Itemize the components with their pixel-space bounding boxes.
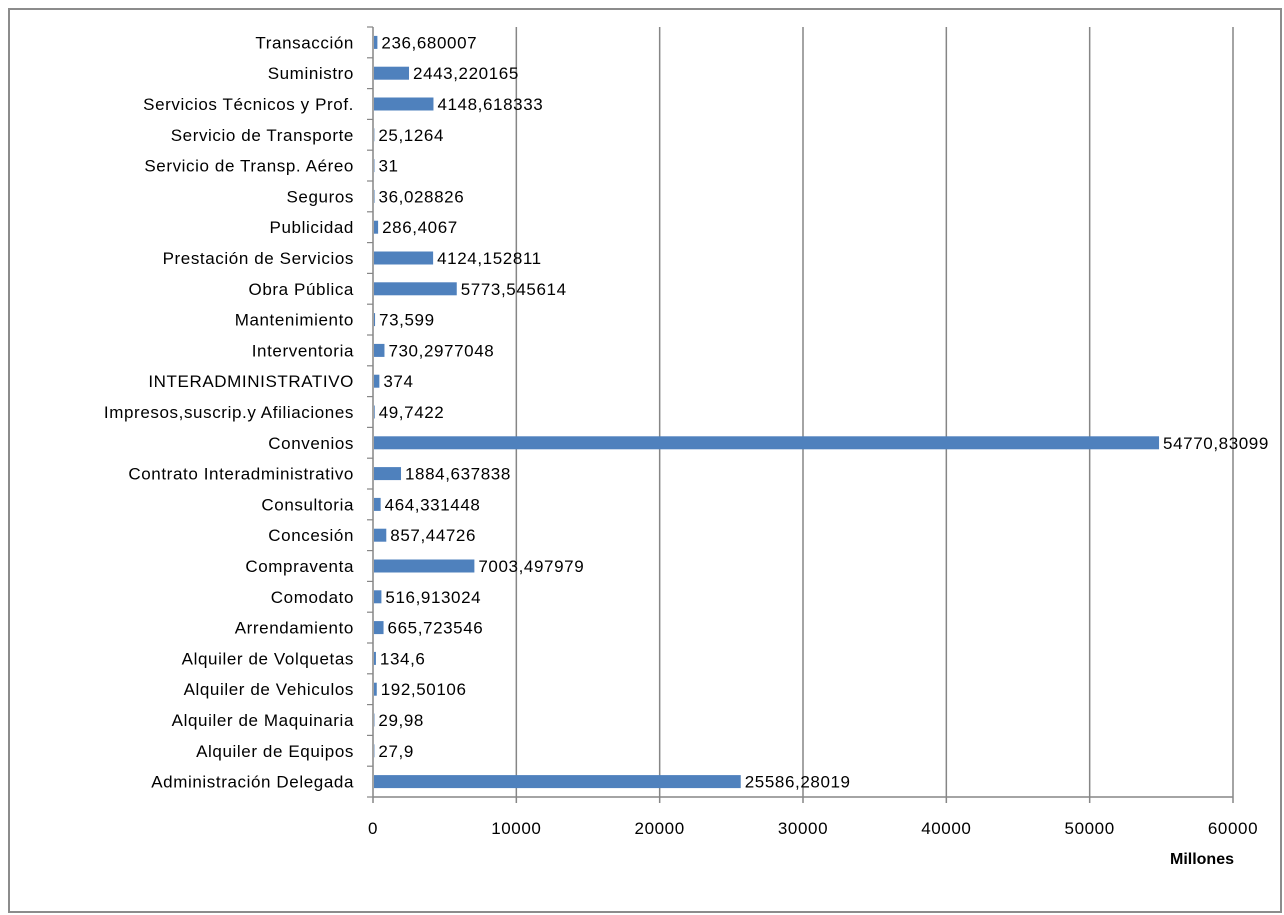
chart-frame — [8, 8, 1282, 913]
bar — [374, 775, 741, 789]
category-label: Alquiler de Maquinaria — [172, 711, 354, 730]
x-tick-label: 60000 — [1208, 819, 1258, 838]
data-label: 1884,637838 — [405, 465, 511, 484]
x-tick-label: 40000 — [921, 819, 971, 838]
category-labels: Transacción Suministro Servicios Técnicos … — [104, 33, 354, 792]
x-tick-label: 20000 — [635, 819, 685, 838]
data-label: 516,913024 — [385, 588, 481, 607]
data-label: 25,1264 — [378, 126, 444, 145]
category-label: Servicio de Transp. Aéreo — [144, 157, 354, 176]
data-label: 27,9 — [378, 742, 414, 761]
category-label: Suministro — [268, 64, 354, 83]
data-labels: 236,680007 2443,220165 4148,618333 25,1264 3… — [378, 33, 1269, 792]
data-label: 464,331448 — [385, 495, 481, 514]
data-label: 134,6 — [380, 649, 426, 668]
category-label: Servicios Técnicos y Prof. — [143, 95, 354, 114]
bar — [374, 436, 1160, 450]
bar — [374, 313, 376, 327]
bar — [374, 528, 387, 542]
bar — [374, 467, 402, 481]
bar — [374, 35, 378, 49]
bar — [374, 251, 434, 265]
data-label: 665,723546 — [388, 619, 484, 638]
data-label: 730,2977048 — [388, 341, 494, 360]
data-label: 236,680007 — [381, 33, 477, 52]
x-tick-label: 10000 — [491, 819, 541, 838]
bar — [374, 651, 376, 665]
bar — [374, 189, 375, 203]
x-tick-labels: 0 10000 20000 30000 40000 50000 60000 — [368, 819, 1258, 838]
category-label: Obra Pública — [249, 280, 354, 299]
bar — [374, 405, 375, 419]
data-label: 49,7422 — [379, 403, 445, 422]
category-label: Servicio de Transporte — [171, 126, 354, 145]
x-tick-label: 30000 — [778, 819, 828, 838]
category-label: Seguros — [286, 187, 354, 206]
gridlines — [515, 27, 1234, 797]
x-tick-label: 50000 — [1065, 819, 1115, 838]
bar — [374, 66, 410, 80]
category-label: Publicidad — [270, 218, 354, 237]
data-label: 36,028826 — [379, 187, 465, 206]
category-label: Comodato — [271, 588, 354, 607]
data-label: 4124,152811 — [437, 249, 542, 268]
data-label: 857,44726 — [390, 526, 476, 545]
bar — [374, 682, 377, 696]
data-label: 54770,83099 — [1163, 434, 1269, 453]
category-label: Prestación de Servicios — [163, 249, 354, 268]
category-label: Mantenimiento — [235, 311, 354, 330]
bars — [374, 35, 1160, 789]
data-label: 29,98 — [378, 711, 424, 730]
data-label: 25586,28019 — [745, 773, 851, 792]
category-label: Alquiler de Volquetas — [182, 649, 354, 668]
data-label: 73,599 — [379, 311, 435, 330]
category-label: Contrato Interadministrativo — [128, 465, 354, 484]
bar — [374, 621, 384, 635]
bar — [374, 343, 385, 357]
bar — [374, 497, 381, 511]
bar — [374, 97, 434, 111]
category-label: Alquiler de Vehiculos — [184, 680, 354, 699]
bar — [374, 559, 475, 573]
data-label: 7003,497979 — [478, 557, 584, 576]
category-label: INTERADMINISTRATIVO — [148, 372, 354, 391]
bar — [374, 282, 457, 296]
category-label: Administración Delegada — [151, 773, 354, 792]
axes — [367, 26, 1234, 803]
bar — [374, 374, 380, 388]
bar — [374, 220, 379, 234]
data-label: 192,50106 — [381, 680, 467, 699]
data-label: 5773,545614 — [461, 280, 567, 299]
category-label: Arrendamiento — [235, 619, 354, 638]
category-label: Convenios — [268, 434, 354, 453]
category-label: Impresos,suscrip.y Afiliaciones — [104, 403, 354, 422]
data-label: 2443,220165 — [413, 64, 519, 83]
x-axis-title: Millones — [1170, 851, 1234, 868]
x-tick-label: 0 — [368, 819, 378, 838]
category-label: Transacción — [255, 33, 354, 52]
category-label: Interventoria — [252, 341, 354, 360]
category-label: Alquiler de Equipos — [196, 742, 354, 761]
data-label: 31 — [378, 157, 398, 176]
data-label: 286,4067 — [382, 218, 458, 237]
category-label: Concesión — [268, 526, 354, 545]
bar — [374, 590, 382, 604]
data-label: 374 — [383, 372, 413, 391]
category-label: Consultoria — [261, 495, 354, 514]
category-label: Compraventa — [245, 557, 354, 576]
data-label: 4148,618333 — [437, 95, 543, 114]
